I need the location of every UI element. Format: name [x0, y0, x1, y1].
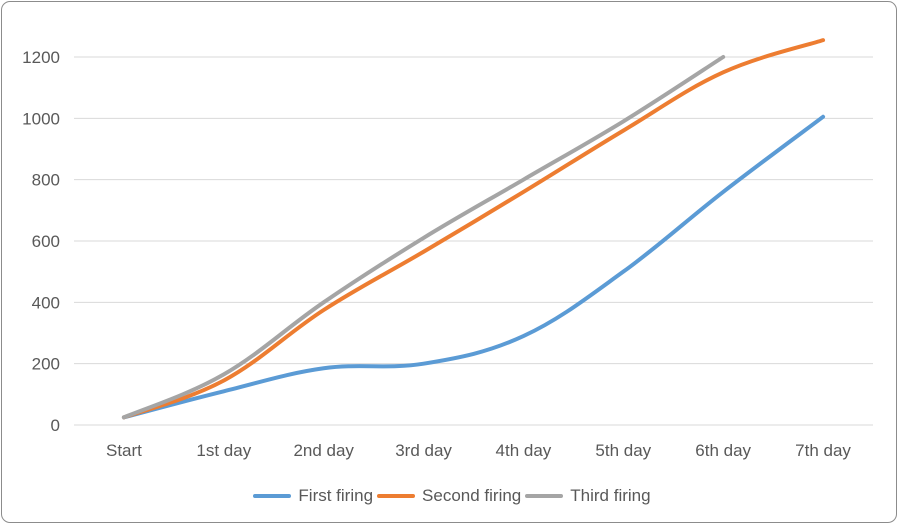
- x-tick-label-3rd-day: 3rd day: [395, 441, 452, 460]
- line-chart: 0 200 400 600 800 1000 1200 Start 1st day 2nd da…: [22, 38, 873, 460]
- series-line-third-firing: [121, 55, 726, 420]
- legend-label-first-firing: First firing: [298, 486, 374, 505]
- y-tick-label-0: 0: [51, 416, 60, 435]
- x-tick-label-start: Start: [106, 441, 142, 460]
- series-line-first-firing: [121, 114, 826, 420]
- x-tick-label-7th-day: 7th day: [795, 441, 851, 460]
- x-tick-label-1st-day: 1st day: [196, 441, 251, 460]
- y-axis: 0 200 400 600 800 1000 1200: [22, 48, 60, 435]
- legend-swatch-first-firing: [253, 494, 292, 498]
- gridlines: [74, 56, 873, 426]
- legend-item-first-firing[interactable]: First firing: [253, 486, 373, 506]
- x-tick-label-4th-day: 4th day: [496, 441, 552, 460]
- y-tick-label-1000: 1000: [22, 109, 60, 128]
- legend: First firing Second firing Third firing: [2, 482, 896, 510]
- legend-item-third-firing[interactable]: Third firing: [525, 486, 651, 506]
- legend-item-second-firing[interactable]: Second firing: [377, 486, 521, 506]
- x-tick-label-5th-day: 5th day: [595, 441, 651, 460]
- y-tick-label-800: 800: [32, 171, 60, 190]
- legend-swatch-second-firing: [377, 494, 416, 498]
- y-tick-label-1200: 1200: [22, 48, 60, 67]
- legend-label-third-firing: Third firing: [570, 486, 651, 505]
- legend-swatch-third-firing: [525, 494, 564, 498]
- y-tick-label-600: 600: [32, 232, 60, 251]
- y-tick-label-400: 400: [32, 293, 60, 312]
- legend-label-second-firing: Second firing: [422, 486, 522, 505]
- x-axis: Start 1st day 2nd day 3rd day 4th day 5th day…: [106, 441, 851, 460]
- series-line-second-firing: [121, 38, 826, 420]
- y-tick-label-200: 200: [32, 355, 60, 374]
- x-tick-label-6th-day: 6th day: [695, 441, 751, 460]
- series-lines: [121, 38, 826, 420]
- x-tick-label-2nd-day: 2nd day: [293, 441, 354, 460]
